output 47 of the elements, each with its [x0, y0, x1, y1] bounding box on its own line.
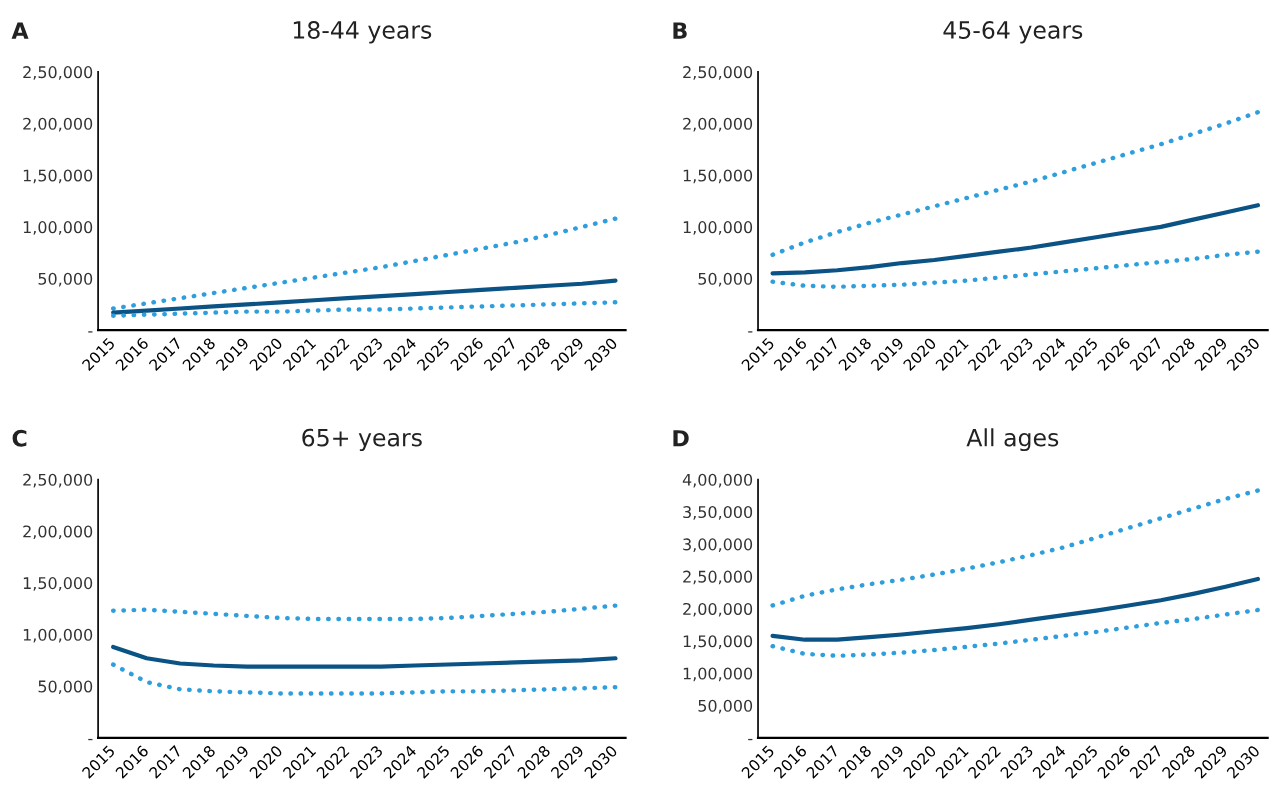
- line-series: [770, 203, 1261, 276]
- line-series: [770, 249, 1261, 290]
- chart-title: 18-44 years: [293, 21, 432, 44]
- y-tick-label: -: [748, 738, 753, 741]
- y-tick-label: 1,50,000: [683, 635, 753, 649]
- y-tick-label: 1,50,000: [683, 169, 753, 184]
- text: D: [673, 430, 689, 447]
- y-tick-label: 2,50,000: [683, 570, 753, 585]
- y-tick-label: 2,00,000: [683, 117, 753, 132]
- y-tick-label: 2,50,000: [23, 66, 93, 80]
- chart-title: 65+ years: [302, 428, 422, 452]
- line-series: [110, 300, 618, 318]
- chart-title: 45-64 years: [943, 21, 1083, 44]
- y-tick-label: 1,00,000: [23, 221, 93, 235]
- text: A: [11, 22, 29, 39]
- y-tick-label: 4,00,000: [682, 473, 753, 488]
- y-tick-label: 50,000: [698, 272, 753, 287]
- y-tick-label: 50,000: [38, 680, 93, 695]
- line-series: [110, 216, 618, 311]
- y-tick-label: -: [88, 738, 93, 741]
- text: C: [12, 429, 27, 447]
- line-series: [770, 576, 1261, 642]
- y-tick-label: 1,00,000: [683, 667, 753, 682]
- y-tick-label: 2,00,000: [683, 602, 753, 617]
- y-tick-label: 1,00,000: [683, 221, 753, 235]
- y-tick-label: 3,00,000: [683, 538, 753, 553]
- y-tick-label: 2,50,000: [683, 66, 753, 80]
- line-series: [770, 488, 1261, 608]
- line-series: [770, 109, 1261, 258]
- y-tick-label: 1,50,000: [23, 577, 93, 591]
- y-tick-label: 50,000: [698, 699, 753, 714]
- line-series: [111, 644, 618, 669]
- line-series: [110, 662, 618, 696]
- y-tick-label: 1,00,000: [23, 628, 93, 643]
- y-tick-label: -: [748, 331, 753, 333]
- y-tick-label: -: [88, 331, 93, 333]
- y-tick-label: 3,50,000: [683, 506, 753, 520]
- y-tick-label: 2,00,000: [23, 525, 93, 540]
- y-tick-label: 2,50,000: [23, 473, 93, 488]
- y-tick-label: 1,50,000: [23, 169, 93, 184]
- line-series: [110, 603, 618, 622]
- text: B: [673, 22, 687, 39]
- line-series: [770, 607, 1261, 659]
- y-tick-label: 2,00,000: [23, 117, 93, 132]
- y-tick-label: 50,000: [38, 272, 93, 287]
- chart-title: All ages: [966, 428, 1059, 452]
- line-series: [111, 278, 618, 315]
